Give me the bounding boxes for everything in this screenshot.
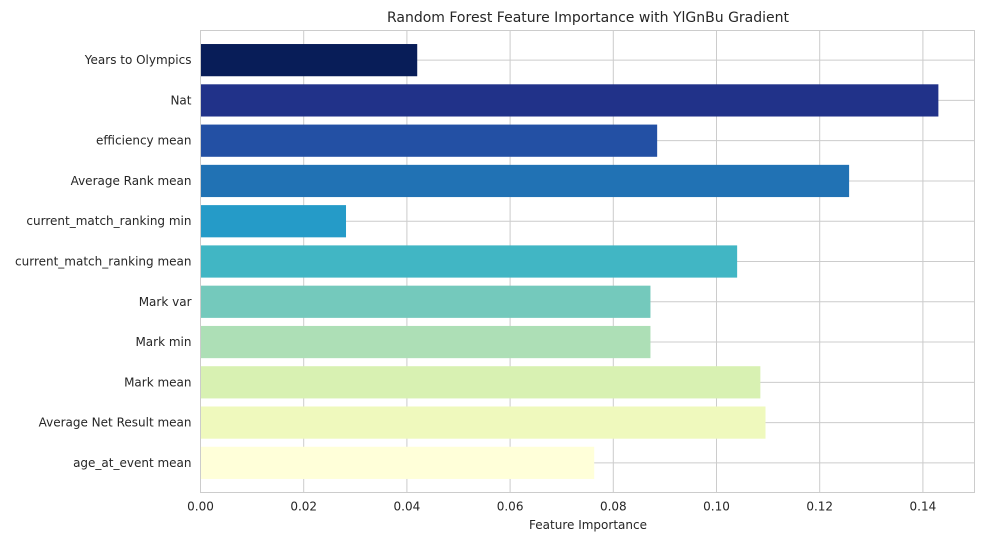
y-tick-label: Average Rank mean bbox=[71, 174, 192, 188]
bar-layer bbox=[200, 44, 939, 479]
plot-frame bbox=[200, 30, 975, 493]
y-tick-label: Mark var bbox=[139, 295, 192, 309]
y-tick-label: Mark mean bbox=[124, 375, 191, 389]
x-tick-label: 0.10 bbox=[703, 500, 730, 514]
bar bbox=[200, 406, 766, 439]
bar bbox=[200, 44, 418, 77]
bar bbox=[200, 366, 761, 399]
bar bbox=[200, 84, 939, 117]
y-tick-label: Mark min bbox=[135, 335, 191, 349]
bar bbox=[200, 245, 738, 278]
x-tick-label: 0.12 bbox=[806, 500, 833, 514]
bar bbox=[200, 164, 850, 198]
x-tick-label: 0.08 bbox=[600, 500, 627, 514]
x-tick-label: 0.04 bbox=[394, 500, 421, 514]
bar bbox=[200, 124, 658, 157]
y-tick-label: age_at_event mean bbox=[73, 456, 191, 470]
bar bbox=[200, 325, 651, 359]
x-tick-label: 0.02 bbox=[290, 500, 317, 514]
y-tick-layer: Years to Olympics Nat efficiency mean Avera… bbox=[15, 53, 192, 470]
chart-title: Random Forest Feature Importance with Yl… bbox=[387, 10, 790, 26]
x-tick-label: 0.14 bbox=[910, 500, 937, 514]
x-tick-label: 0.00 bbox=[187, 500, 214, 514]
bar bbox=[200, 446, 595, 479]
x-tick-label: 0.06 bbox=[497, 500, 524, 514]
y-tick-label: Years to Olympics bbox=[84, 53, 192, 67]
bar bbox=[200, 205, 347, 238]
y-tick-label: Nat bbox=[170, 93, 191, 107]
y-tick-label: Average Net Result mean bbox=[39, 416, 192, 430]
x-tick-layer: 0.00 0.02 0.04 0.06 0.08 0.10 0.12 0.14 bbox=[187, 500, 936, 514]
y-tick-label: current_match_ranking min bbox=[26, 214, 191, 228]
bar bbox=[200, 285, 651, 318]
x-axis-label: Feature Importance bbox=[529, 518, 647, 532]
y-tick-label: current_match_ranking mean bbox=[15, 255, 191, 269]
y-tick-label: efficiency mean bbox=[96, 134, 191, 148]
